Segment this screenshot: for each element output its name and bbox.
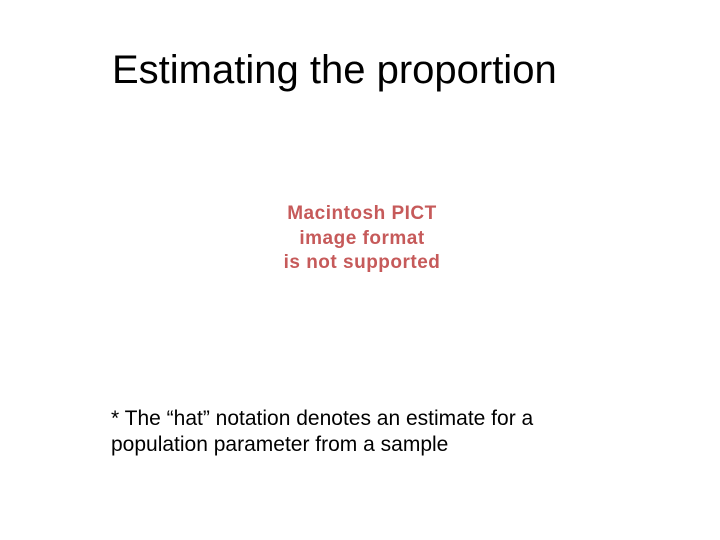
slide-title: Estimating the proportion xyxy=(112,48,557,93)
pict-placeholder-line2: image format xyxy=(262,227,462,252)
pict-placeholder-line3: is not supported xyxy=(262,251,462,276)
pict-placeholder: Macintosh PICT image format is not suppo… xyxy=(262,202,462,276)
pict-placeholder-line1: Macintosh PICT xyxy=(262,202,462,227)
footnote-line1: * The “hat” notation denotes an estimate… xyxy=(111,406,533,432)
slide: Estimating the proportion Macintosh PICT… xyxy=(0,0,720,540)
footnote-line2: population parameter from a sample xyxy=(111,432,533,458)
footnote: * The “hat” notation denotes an estimate… xyxy=(111,406,533,457)
